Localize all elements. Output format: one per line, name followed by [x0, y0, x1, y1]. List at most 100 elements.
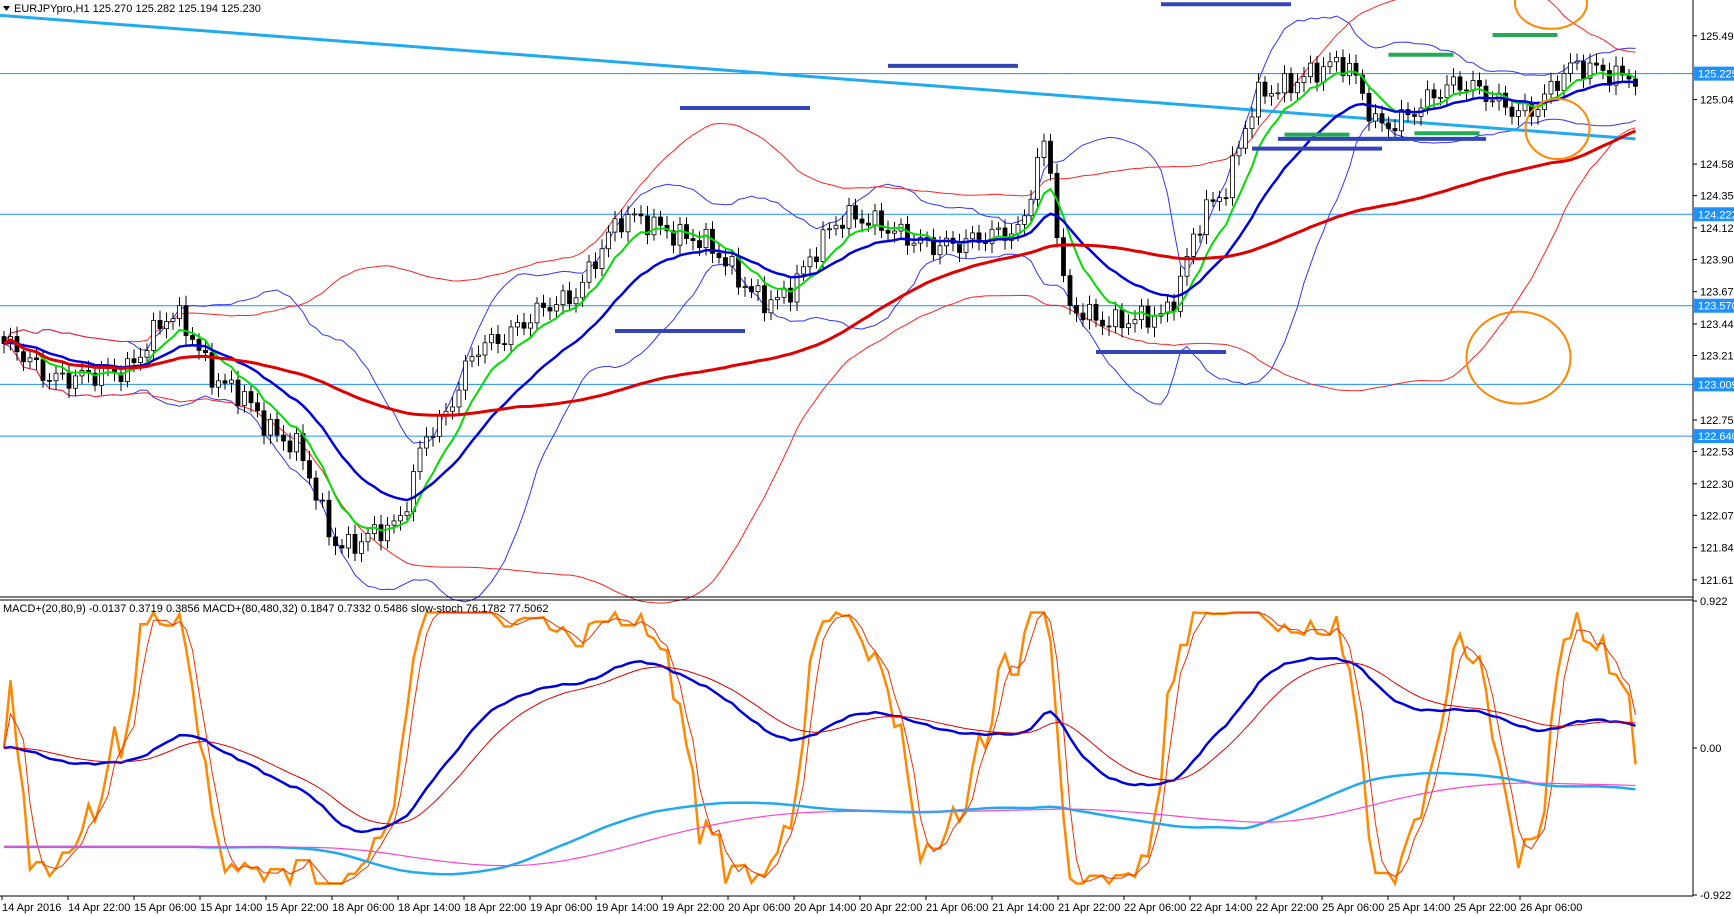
candle-body[interactable]	[99, 366, 104, 386]
candle-body[interactable]	[833, 224, 839, 230]
trendline[interactable]	[0, 13, 1636, 141]
candle-body[interactable]	[580, 281, 585, 299]
candle-body[interactable]	[716, 252, 722, 258]
candle-body[interactable]	[346, 533, 351, 549]
candle-body[interactable]	[60, 372, 65, 375]
annotation-circle[interactable]	[1465, 310, 1572, 405]
candle-body[interactable]	[554, 304, 559, 312]
candle-body[interactable]	[430, 436, 436, 438]
candle-body[interactable]	[203, 349, 208, 354]
candle-body[interactable]	[638, 213, 644, 217]
candle-body[interactable]	[1431, 89, 1437, 99]
candle-body[interactable]	[1555, 80, 1560, 91]
candle-body[interactable]	[463, 360, 468, 391]
candle-body[interactable]	[1048, 140, 1053, 174]
candle-body[interactable]	[820, 229, 826, 262]
candle-body[interactable]	[495, 334, 501, 344]
candle-body[interactable]	[53, 372, 59, 382]
candle-body[interactable]	[872, 210, 878, 226]
candle-body[interactable]	[183, 305, 189, 336]
candle-body[interactable]	[391, 520, 397, 526]
candle-body[interactable]	[1321, 66, 1326, 83]
candle-body[interactable]	[378, 524, 384, 542]
candle-body[interactable]	[1613, 65, 1619, 86]
candle-body[interactable]	[1028, 198, 1034, 217]
candle-body[interactable]	[1581, 60, 1586, 79]
candle-body[interactable]	[541, 302, 546, 308]
candle-body[interactable]	[1282, 73, 1287, 94]
candle-body[interactable]	[469, 356, 475, 362]
candle-body[interactable]	[1620, 65, 1625, 76]
candle-body[interactable]	[274, 419, 280, 436]
candle-body[interactable]	[1399, 109, 1404, 132]
candle-body[interactable]	[216, 380, 221, 388]
candle-body[interactable]	[1197, 233, 1203, 236]
candle-body[interactable]	[1360, 74, 1365, 94]
candle-body[interactable]	[606, 231, 611, 250]
candle-body[interactable]	[450, 406, 455, 412]
candle-body[interactable]	[235, 379, 241, 406]
candle-body[interactable]	[404, 511, 410, 517]
candle-body[interactable]	[1308, 62, 1313, 78]
candle-body[interactable]	[222, 380, 228, 384]
candle-body[interactable]	[885, 229, 891, 234]
candle-body[interactable]	[723, 257, 728, 267]
candle-body[interactable]	[1392, 128, 1398, 132]
candle-body[interactable]	[1568, 62, 1573, 74]
candle-body[interactable]	[1249, 116, 1255, 130]
candle-body[interactable]	[307, 460, 312, 479]
candle-body[interactable]	[138, 356, 143, 363]
candle-body[interactable]	[417, 447, 423, 473]
candle-body[interactable]	[1386, 122, 1391, 129]
candle-body[interactable]	[177, 305, 182, 320]
candle-body[interactable]	[281, 434, 286, 442]
candle-body[interactable]	[573, 297, 579, 305]
candle-body[interactable]	[528, 322, 533, 329]
candle-body[interactable]	[521, 322, 527, 329]
candle-body[interactable]	[34, 357, 39, 361]
candle-body[interactable]	[92, 372, 98, 386]
candle-body[interactable]	[229, 379, 234, 384]
candle-body[interactable]	[1457, 76, 1463, 91]
candle-body[interactable]	[1236, 147, 1242, 157]
candle-body[interactable]	[502, 343, 507, 346]
annotation-circle[interactable]	[1524, 98, 1591, 161]
candle-body[interactable]	[1594, 62, 1599, 66]
candle-body[interactable]	[73, 375, 78, 389]
candle-body[interactable]	[1041, 140, 1047, 158]
candle-body[interactable]	[905, 223, 910, 246]
candle-body[interactable]	[1080, 312, 1086, 321]
candle-body[interactable]	[1464, 89, 1469, 92]
candle-body[interactable]	[1425, 89, 1430, 109]
candle-body[interactable]	[1490, 100, 1495, 103]
candle-body[interactable]	[703, 228, 709, 249]
candle-body[interactable]	[658, 216, 663, 226]
candle-body[interactable]	[1204, 199, 1209, 235]
candle-body[interactable]	[287, 440, 293, 453]
candle-body[interactable]	[1509, 106, 1515, 117]
candle-body[interactable]	[333, 536, 338, 547]
candle-body[interactable]	[385, 524, 390, 542]
candle-body[interactable]	[294, 432, 299, 453]
candle-body[interactable]	[47, 380, 52, 382]
candle-body[interactable]	[424, 436, 429, 449]
candle-body[interactable]	[1334, 57, 1339, 63]
candle-body[interactable]	[157, 320, 163, 330]
candle-body[interactable]	[261, 410, 267, 436]
annotation-circle[interactable]	[1514, 0, 1588, 30]
candle-body[interactable]	[645, 215, 650, 236]
candle-body[interactable]	[612, 218, 618, 233]
candle-body[interactable]	[1269, 93, 1274, 97]
candle-body[interactable]	[1353, 62, 1359, 76]
candle-body[interactable]	[697, 240, 702, 249]
candle-body[interactable]	[1288, 73, 1294, 94]
candle-body[interactable]	[456, 389, 462, 408]
candle-body[interactable]	[489, 334, 494, 344]
candle-body[interactable]	[320, 499, 325, 502]
candle-body[interactable]	[1438, 97, 1443, 99]
candle-body[interactable]	[677, 224, 683, 246]
candle-body[interactable]	[970, 232, 975, 240]
candle-body[interactable]	[1132, 319, 1138, 325]
candle-body[interactable]	[164, 321, 169, 330]
candle-body[interactable]	[1217, 197, 1222, 202]
